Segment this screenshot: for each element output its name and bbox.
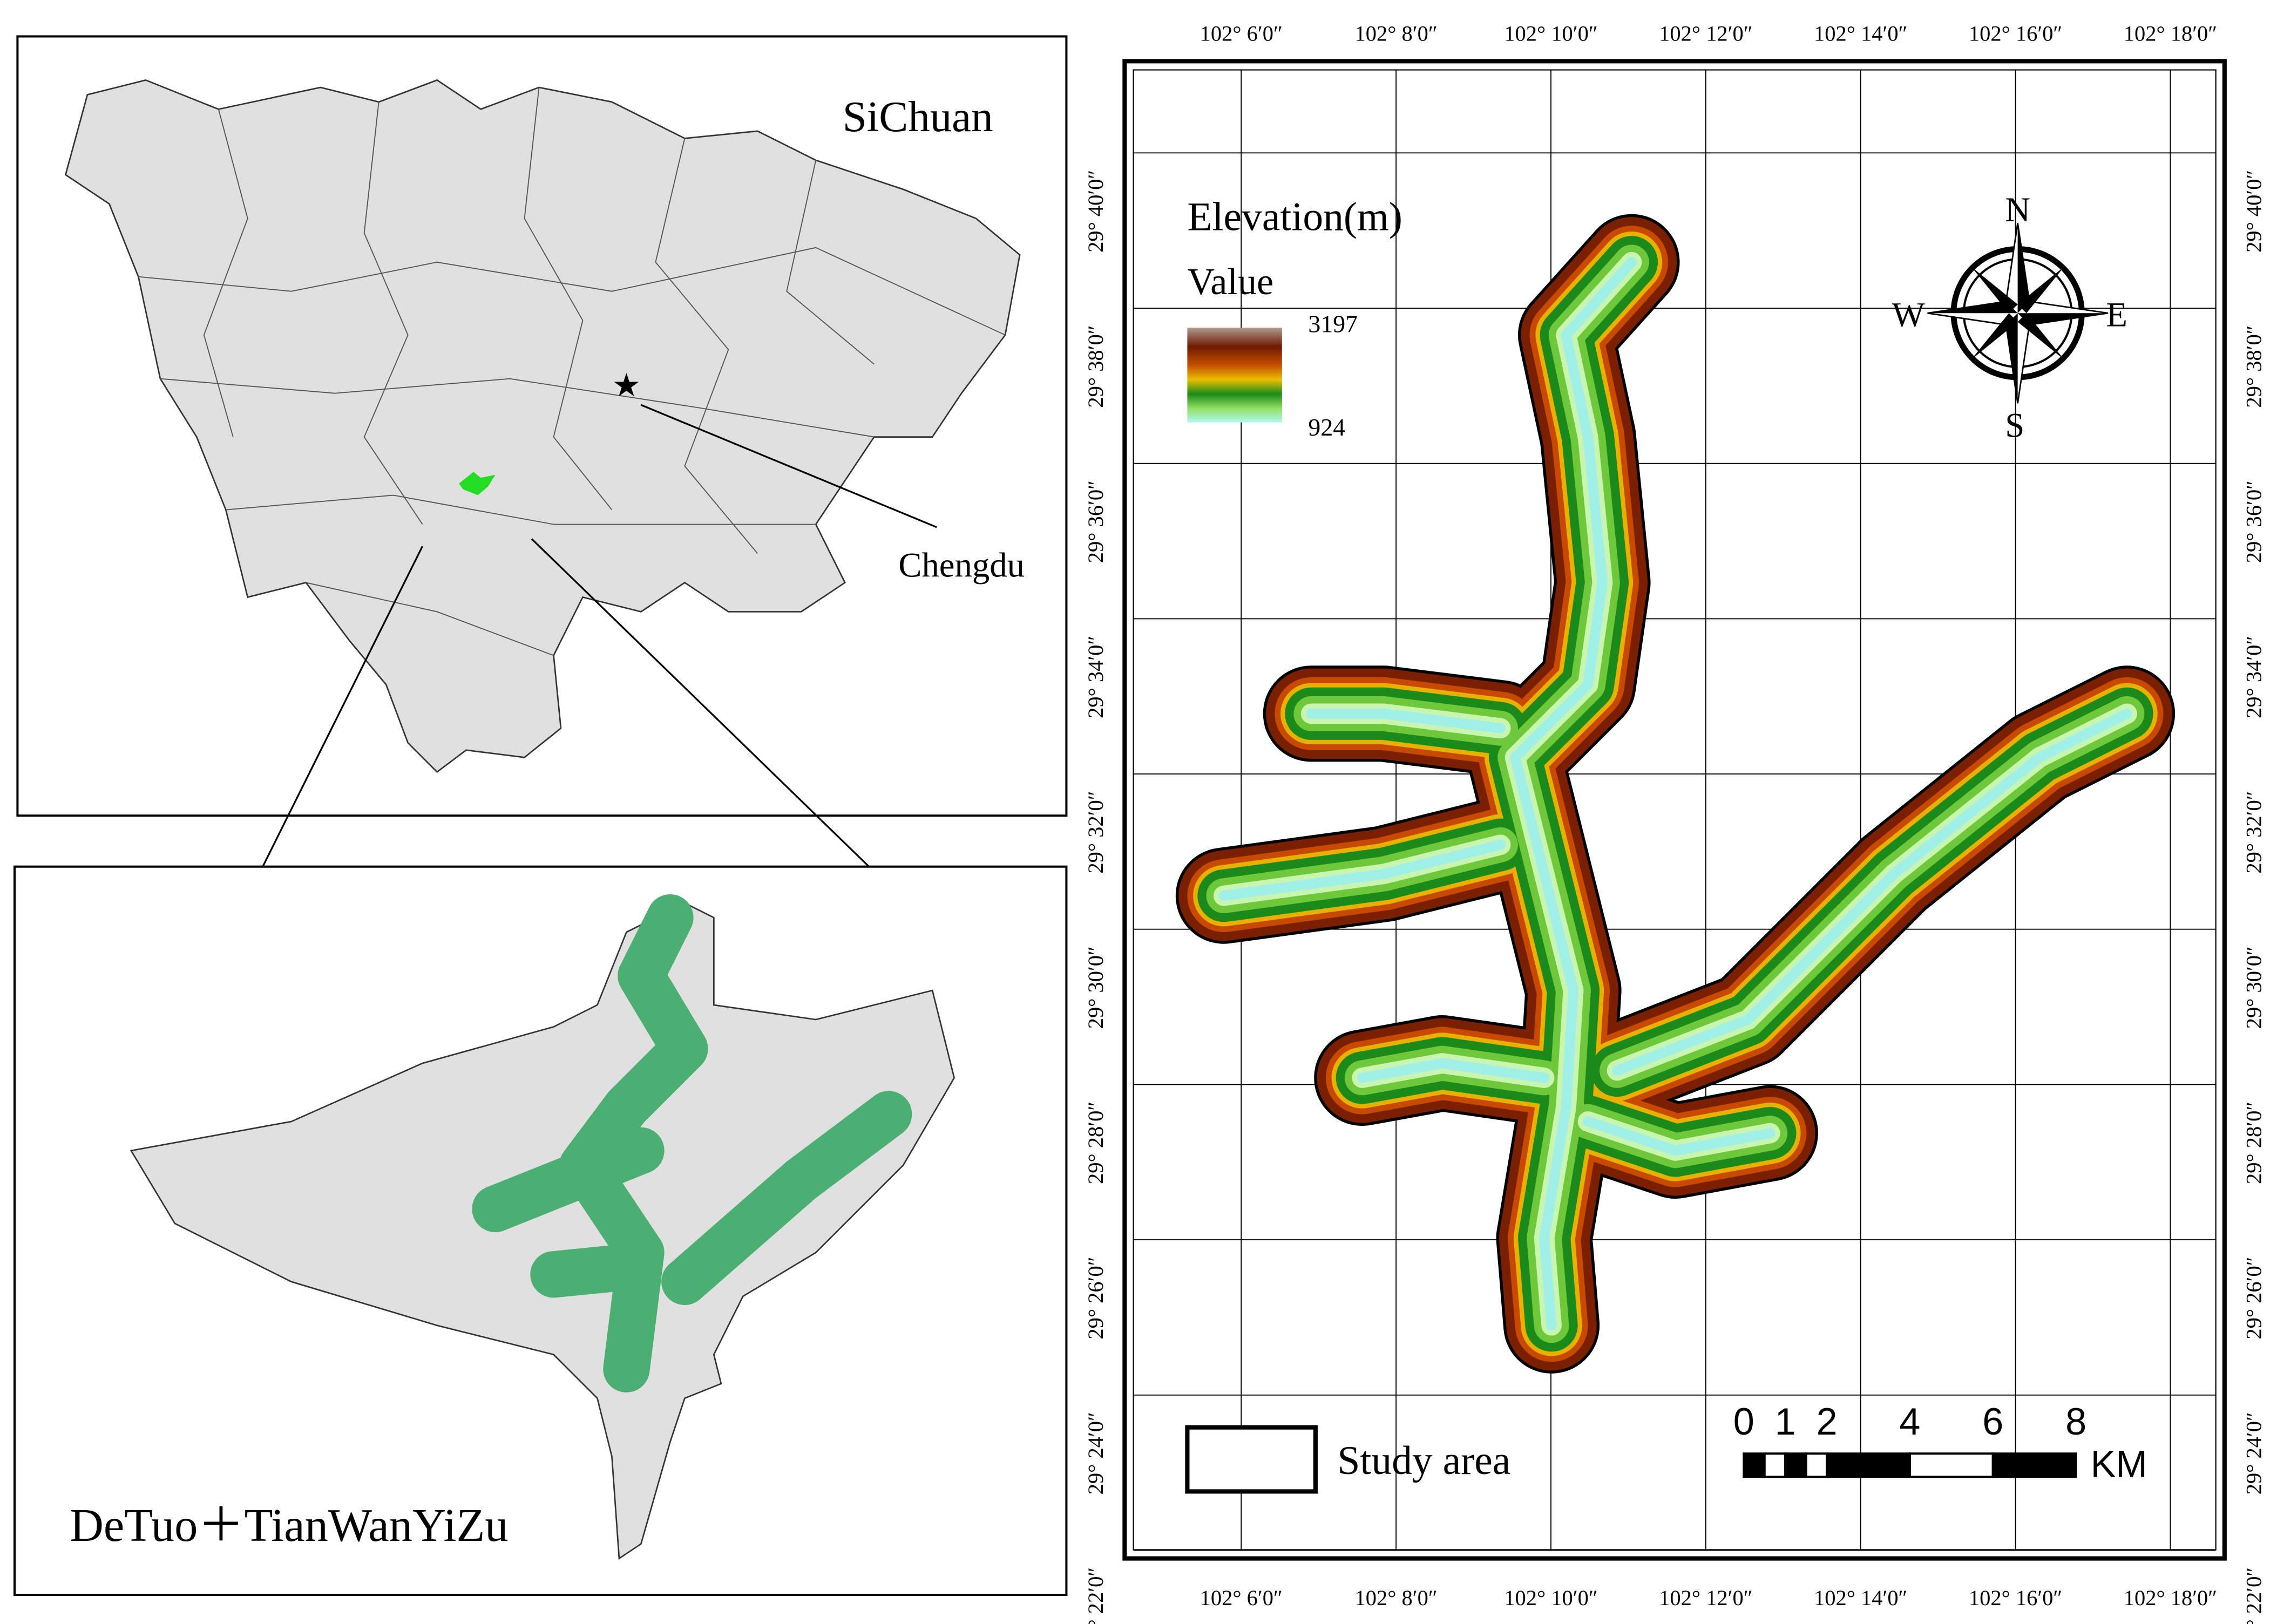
compass-e: E [2106, 295, 2127, 334]
latitude-label: 29° 36′0″ [2241, 480, 2266, 563]
longitude-label: 102° 16′0″ [1969, 22, 2062, 46]
scale-label: 2 [1817, 1400, 1838, 1443]
elevation-raster [1175, 214, 2176, 1374]
latitude-label: 29° 30′0″ [2241, 946, 2266, 1029]
study-area-label: Study area [1337, 1438, 1510, 1483]
longitude-label: 102° 8′0″ [1355, 22, 1438, 46]
elevation-band [1583, 1116, 1775, 1156]
latitude-label: 29° 28′0″ [2241, 1102, 2266, 1184]
longitude-label: 102° 6′0″ [1200, 22, 1283, 46]
scale-segment [1908, 1452, 1994, 1478]
latitude-label: 29° 34′0″ [2241, 636, 2266, 718]
latitude-label: 29° 40′0″ [1083, 170, 1108, 253]
latitude-label: 29° 24′0″ [1083, 1412, 1108, 1494]
pointer-line [640, 404, 937, 528]
scale-segment [1991, 1452, 2077, 1478]
compass-n: N [2005, 191, 2030, 229]
north-arrow [1927, 222, 2108, 404]
longitude-label: 102° 14′0″ [1814, 22, 1907, 46]
city-label: Chengdu [898, 546, 1025, 585]
scale-unit: KM [2091, 1442, 2147, 1485]
detail-title: DeTuo＋TianWanYiZu [70, 1499, 509, 1551]
map-inner-frame [1133, 69, 2217, 1551]
latitude-label: 29° 30′0″ [1083, 946, 1108, 1029]
longitude-label: 102° 10′0″ [1504, 22, 1597, 46]
scale-segment [1805, 1452, 1828, 1478]
longitude-label: 102° 10′0″ [1504, 1586, 1597, 1610]
latitude-label: 29° 34′0″ [1083, 636, 1108, 718]
legend-subtitle: Value [1187, 261, 1273, 303]
latitude-label: 29° 22′0″ [2241, 1567, 2266, 1624]
sichuan-outline [64, 79, 1021, 773]
legend-max: 3197 [1308, 310, 1358, 337]
compass-s: S [2005, 406, 2024, 445]
elevation-band [1357, 1058, 1550, 1083]
compass-w: W [1892, 295, 1925, 334]
latitude-label: 29° 38′0″ [1083, 325, 1108, 407]
latitude-label: 29° 32′0″ [1083, 791, 1108, 873]
elevation-band [1306, 708, 1506, 733]
scale-label: 1 [1775, 1400, 1796, 1443]
study-area-swatch [1185, 1425, 1318, 1494]
scale-label: 8 [2065, 1400, 2086, 1443]
latitude-label: 29° 22′0″ [1083, 1567, 1108, 1624]
map-frame [1122, 59, 2227, 1561]
scale-segment [1763, 1452, 1787, 1478]
legend-title: Elevation(m) [1187, 194, 1402, 239]
scale-segment [1743, 1452, 1766, 1478]
latitude-label: 29° 36′0″ [1083, 480, 1108, 563]
elevation-band [1510, 257, 1637, 1331]
study-area-marker [459, 472, 496, 495]
latitude-label: 29° 40′0″ [2241, 170, 2266, 253]
latitude-label: 29° 26′0″ [2241, 1256, 2266, 1339]
elevation-band [1218, 839, 1506, 901]
overview-title: SiChuan [843, 92, 993, 141]
latitude-label: 29° 26′0″ [1083, 1256, 1108, 1339]
longitude-label: 102° 14′0″ [1814, 1586, 1907, 1610]
study-area-buffer [472, 894, 912, 1392]
longitude-label: 102° 18′0″ [2124, 1586, 2217, 1610]
longitude-label: 102° 8′0″ [1355, 1586, 1438, 1610]
county-outline [130, 902, 955, 1560]
latitude-label: 29° 32′0″ [2241, 791, 2266, 873]
chengdu-star: ★ [612, 368, 641, 403]
longitude-label: 102° 16′0″ [1969, 1586, 2062, 1610]
county-boundaries [138, 87, 1006, 656]
longitude-label: 102° 12′0″ [1659, 1586, 1752, 1610]
scale-segment [1826, 1452, 1911, 1478]
scale-label: 6 [1982, 1400, 2003, 1443]
latitude-label: 29° 28′0″ [1083, 1102, 1108, 1184]
legend-min: 924 [1308, 413, 1345, 441]
latitude-label: 29° 38′0″ [2241, 325, 2266, 407]
scale-segment [1784, 1452, 1807, 1478]
longitude-label: 102° 18′0″ [2124, 22, 2217, 46]
latitude-label: 29° 24′0″ [2241, 1412, 2266, 1494]
longitude-label: 102° 6′0″ [1200, 1586, 1283, 1610]
elevation-band [1612, 708, 2132, 1076]
scale-label: 0 [1733, 1400, 1754, 1443]
legend-ramp [1187, 328, 1282, 423]
longitude-label: 102° 12′0″ [1659, 22, 1752, 46]
scale-label: 4 [1899, 1400, 1920, 1443]
